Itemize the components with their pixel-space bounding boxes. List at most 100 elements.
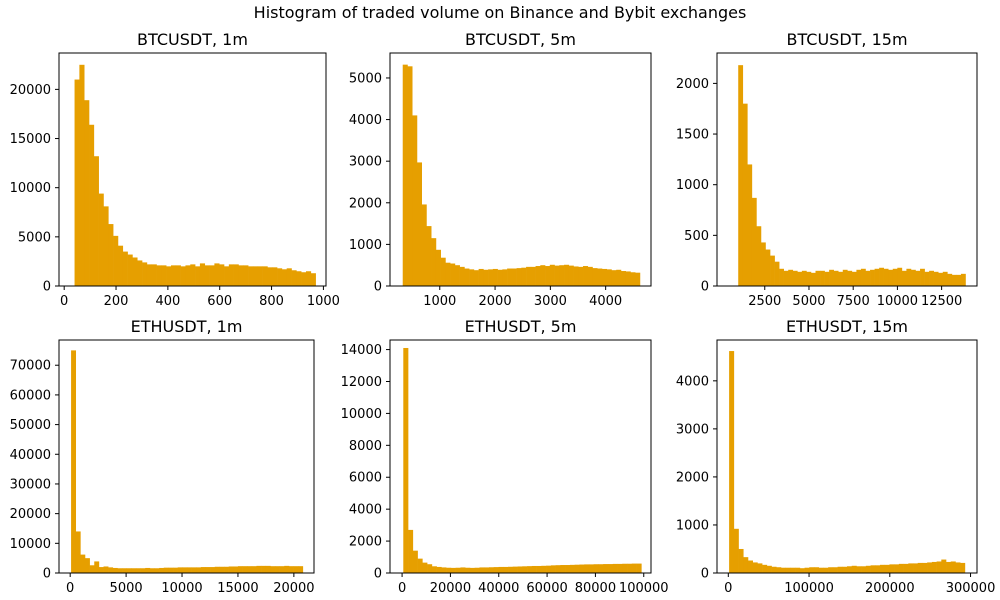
- y-tick-label: 14000: [341, 343, 382, 358]
- histogram-bar: [924, 271, 930, 286]
- histogram-bar: [526, 266, 532, 286]
- subplot-eth-15m: ETHUSDT, 15m 0 100000 200000 300000 0 1000 2000…: [676, 317, 995, 596]
- x-tick-label: 60000: [526, 581, 567, 596]
- x-tick-label: 40000: [478, 581, 519, 596]
- histogram-bar: [483, 269, 489, 286]
- histogram-bar: [89, 124, 95, 286]
- x-tick-label: 2500: [748, 294, 781, 309]
- x-tick-label: 1000: [307, 294, 340, 309]
- histogram-bar: [416, 162, 422, 286]
- histogram-bar: [93, 156, 99, 286]
- histogram-bar: [497, 269, 503, 286]
- histogram-bar: [168, 567, 174, 573]
- histogram-bar: [574, 564, 580, 573]
- histogram-bar: [892, 268, 898, 286]
- y-tick-label: 20000: [10, 507, 51, 522]
- histogram-bar: [880, 564, 886, 573]
- histogram-bar: [296, 271, 302, 286]
- y-tick-label: 50000: [10, 418, 51, 433]
- histogram-bar: [521, 267, 527, 286]
- histogram-bar: [929, 270, 934, 286]
- subplot-btc-15m: BTCUSDT, 15m 2500 5000 7500 10000 12500 0 500 10…: [676, 30, 978, 309]
- histogram-bar: [301, 272, 307, 286]
- histogram-bar: [824, 271, 830, 286]
- histogram-bar: [412, 115, 418, 287]
- y-tick-label: 4000: [676, 374, 709, 389]
- histogram-bar: [856, 269, 862, 286]
- histogram-bar: [103, 206, 109, 286]
- histogram-bar: [847, 270, 853, 286]
- histogram-bar: [584, 564, 590, 573]
- histogram-bar: [765, 249, 771, 286]
- histogram-bar: [142, 262, 148, 286]
- histogram-bar: [214, 566, 220, 573]
- histogram-bar: [186, 567, 192, 573]
- histogram-bar: [191, 567, 197, 573]
- histogram-bar: [79, 64, 85, 286]
- y-tick-label: 15000: [10, 132, 51, 147]
- subplot-eth-1m: ETHUSDT, 1m 0 5000 10000 15000 20000 0 10000 200…: [10, 317, 315, 596]
- subplot-title: BTCUSDT, 1m: [137, 30, 248, 49]
- histogram-bar: [780, 567, 786, 573]
- histogram-bar: [161, 265, 167, 286]
- histogram-bar: [611, 270, 617, 286]
- histogram-bar: [431, 238, 437, 286]
- x-tick-label: 100000: [619, 581, 669, 596]
- histogram-bar: [508, 566, 514, 573]
- subplot-title: ETHUSDT, 5m: [465, 317, 577, 336]
- histogram-bar: [261, 565, 267, 573]
- subplot-title: ETHUSDT, 1m: [131, 317, 243, 336]
- histogram-bar: [747, 164, 753, 286]
- histogram-bar: [894, 564, 900, 573]
- histogram-bar: [455, 567, 461, 573]
- histogram-bar: [407, 66, 413, 286]
- histogram-bar: [277, 268, 283, 286]
- histogram-bar: [842, 566, 848, 573]
- histogram-bar: [248, 266, 254, 286]
- histogram-bar: [402, 64, 408, 287]
- histogram-bar: [743, 557, 749, 573]
- histogram-bar: [175, 265, 181, 286]
- histogram-bar: [511, 268, 517, 286]
- histogram-bar: [112, 567, 118, 573]
- histogram-bar: [454, 265, 460, 286]
- histogram-bar: [256, 565, 262, 573]
- histogram-bar: [597, 268, 603, 286]
- histogram-bar: [108, 567, 114, 573]
- histogram-bar: [281, 269, 288, 286]
- histogram-bar: [760, 242, 766, 286]
- histogram-bar: [154, 568, 160, 573]
- histogram-bar: [262, 266, 268, 286]
- histogram-bar: [531, 565, 537, 573]
- y-tick-label: 2000: [676, 77, 709, 92]
- x-tick-label: 600: [207, 294, 232, 309]
- histogram-bar: [747, 560, 753, 573]
- histogram-bar: [173, 567, 178, 573]
- histogram-bar: [550, 565, 556, 573]
- histogram-bar: [279, 566, 285, 573]
- histogram-bar: [113, 235, 119, 286]
- y-tick-label: 10000: [10, 537, 51, 552]
- histogram-bar: [238, 265, 244, 286]
- y-tick-label: 12000: [341, 375, 382, 390]
- histogram-bar: [422, 562, 428, 573]
- histogram-bar: [883, 268, 889, 286]
- histogram-bar: [492, 268, 498, 286]
- histogram-bar: [478, 268, 484, 286]
- x-tick-label: 12500: [921, 294, 962, 309]
- histogram-bar: [874, 268, 880, 286]
- histogram-bar: [573, 266, 579, 286]
- y-tick-label: 0: [43, 280, 51, 295]
- histogram-bar: [842, 269, 848, 286]
- histogram-bar: [956, 274, 962, 286]
- histogram-bar: [946, 561, 952, 573]
- histogram-bar: [828, 567, 834, 573]
- histogram-bar: [228, 566, 234, 573]
- histogram-bar: [832, 567, 838, 573]
- y-tick-label: 1500: [676, 128, 709, 143]
- histogram-bar: [177, 567, 183, 573]
- histogram-bar: [933, 271, 939, 286]
- histogram-bar: [606, 269, 612, 286]
- histogram-bar: [915, 270, 921, 286]
